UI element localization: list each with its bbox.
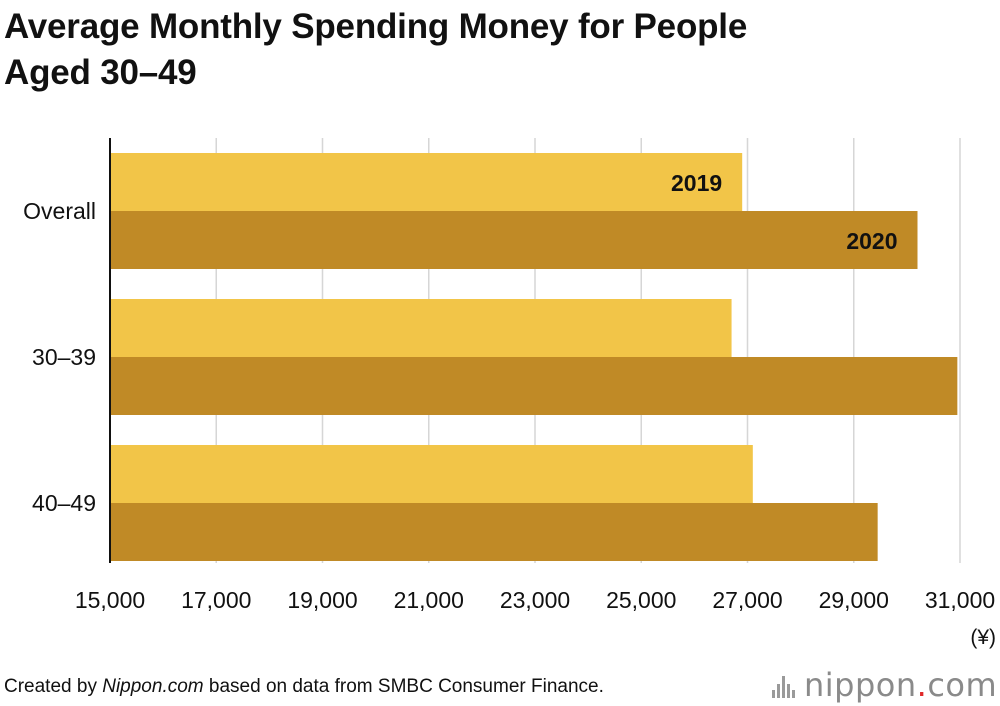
category-label: 30–39 (32, 344, 96, 370)
nippon-logo: nippon.com (772, 666, 997, 704)
source-credit: Created by Nippon.com based on data from… (4, 676, 604, 698)
series-label: 2020 (846, 228, 897, 254)
logo-tld: com (927, 666, 998, 704)
credit-prefix: Created by (4, 676, 103, 697)
credit-site: Nippon.com (102, 676, 204, 697)
tick-label: 23,000 (500, 587, 570, 613)
category-label: 40–49 (32, 490, 96, 516)
tick-label: 31,000 (925, 587, 995, 613)
category-label: Overall (23, 198, 96, 224)
credit-suffix: based on data from SMBC Consumer Finance… (203, 676, 604, 697)
bar-2020-0 (110, 211, 918, 269)
title-line-2: Aged 30–49 (4, 53, 197, 92)
bar-2019-2 (110, 445, 753, 503)
bar-2019-1 (110, 299, 732, 357)
tick-label: 15,000 (75, 587, 145, 613)
tick-label: 19,000 (287, 587, 357, 613)
tick-label: 29,000 (819, 587, 889, 613)
chart-title: Average Monthly Spending Money for Peopl… (4, 4, 984, 96)
tick-label: 27,000 (712, 587, 782, 613)
logo-text: nippon.com (804, 666, 997, 704)
title-line-1: Average Monthly Spending Money for Peopl… (4, 7, 748, 46)
logo-dot: . (916, 666, 928, 704)
bar-2020-1 (110, 357, 958, 415)
tick-label: 25,000 (606, 587, 676, 613)
tick-label: 21,000 (394, 587, 464, 613)
logo-word: nippon (804, 666, 917, 704)
series-label: 2019 (671, 170, 722, 196)
unit-label: (¥) (970, 626, 996, 649)
logo-bars-icon (772, 676, 800, 698)
bar-2020-2 (110, 503, 878, 561)
bar-2019-0 (110, 153, 743, 211)
tick-label: 17,000 (181, 587, 251, 613)
